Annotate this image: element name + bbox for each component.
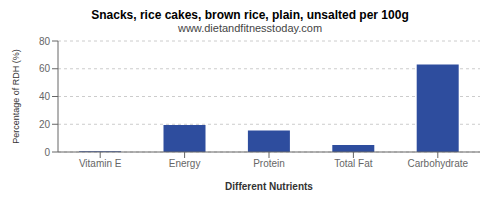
- svg-text:40: 40: [39, 91, 51, 102]
- svg-text:20: 20: [39, 119, 51, 130]
- svg-text:Different Nutrients: Different Nutrients: [225, 181, 313, 190]
- svg-text:Protein: Protein: [253, 158, 285, 169]
- svg-text:Energy: Energy: [169, 158, 201, 169]
- svg-text:80: 80: [39, 36, 51, 47]
- svg-text:60: 60: [39, 63, 51, 74]
- html-text:Snacks, rice cakes, brown rice: Snacks, rice cakes, brown rice, plain, u…: [91, 8, 409, 22]
- svg-text:0: 0: [44, 147, 50, 158]
- svg-text:Percentage of RDH (%): Percentage of RDH (%): [11, 49, 21, 144]
- svg-text:Total Fat: Total Fat: [334, 158, 373, 169]
- svg-text:Carbohydrate: Carbohydrate: [408, 158, 469, 169]
- html-text:www.dietandfitnesstoday.com: www.dietandfitnesstoday.com: [178, 22, 322, 34]
- svg-text:Vitamin E: Vitamin E: [79, 158, 122, 169]
